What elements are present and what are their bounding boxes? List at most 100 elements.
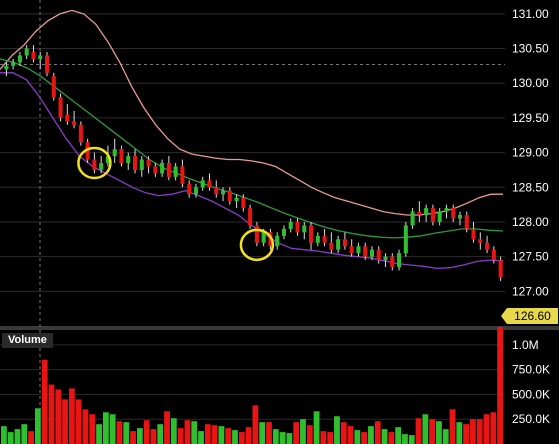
volume-bar	[395, 427, 402, 444]
candle-body	[132, 156, 138, 170]
annotation-circle	[239, 228, 275, 262]
volume-panel-title: Volume	[2, 333, 53, 348]
volume-bar	[334, 416, 340, 444]
volume-bar	[191, 421, 198, 444]
volume-bar	[177, 428, 184, 444]
candle-body	[369, 249, 375, 257]
volume-bar	[327, 432, 334, 444]
candle-body	[99, 163, 104, 170]
volume-bar	[232, 430, 238, 444]
price-tick-label: 128.00	[512, 215, 549, 229]
volume-bar	[286, 433, 293, 444]
candle-body	[227, 190, 232, 202]
price-tick-label: 129.50	[512, 111, 549, 125]
candle-body	[261, 232, 266, 243]
volume-tick-label: 1.0M	[512, 338, 539, 352]
volume-bar	[279, 432, 286, 444]
candle-body	[275, 235, 280, 247]
candle-body	[193, 187, 198, 195]
candle-body	[295, 221, 300, 233]
volume-bar	[320, 431, 327, 444]
price-tick-label: 130.50	[512, 42, 549, 56]
candle-body	[126, 156, 131, 163]
volume-bar	[82, 409, 89, 444]
volume-bar	[422, 414, 429, 444]
candle-body	[24, 48, 29, 56]
volume-bar	[497, 327, 503, 444]
candle-body	[322, 235, 327, 243]
candle-body	[309, 225, 314, 243]
volume-bar	[109, 414, 116, 444]
volume-bar	[463, 424, 470, 444]
candle-body	[241, 197, 246, 209]
volume-bar	[225, 428, 232, 444]
candle-body	[4, 65, 9, 70]
indicator-line	[0, 9, 503, 216]
volume-bar	[34, 408, 41, 444]
candle-body	[315, 235, 320, 243]
volume-bar	[429, 419, 436, 444]
volume-bar	[184, 420, 191, 444]
volume-bar	[483, 414, 490, 444]
volume-bar	[157, 424, 164, 444]
candle-body	[329, 242, 334, 250]
volume-bar	[89, 414, 96, 444]
candle-body	[248, 208, 253, 226]
candle-body	[451, 208, 456, 219]
volume-bar	[14, 429, 21, 444]
candle-body	[491, 249, 496, 261]
volume-tick-label: 750.0K	[512, 363, 550, 377]
volume-bar	[402, 434, 408, 444]
candle-body	[166, 163, 171, 177]
volume-bar	[490, 412, 497, 444]
candle-body	[207, 180, 212, 188]
candle-body	[153, 166, 158, 174]
volume-bar	[164, 411, 170, 444]
candle-body	[92, 159, 97, 170]
volume-bar	[259, 422, 266, 444]
candle-body	[180, 166, 185, 184]
candle-body	[349, 246, 354, 254]
candle-body	[376, 249, 381, 261]
candle-body	[214, 187, 219, 195]
candle-body	[160, 163, 165, 174]
candle-body	[58, 97, 63, 118]
candle-body	[119, 149, 124, 163]
candle-body	[146, 159, 151, 167]
volume-bar	[1, 426, 7, 444]
candle-body	[234, 197, 239, 202]
volume-bar	[340, 422, 347, 444]
candle-body	[112, 149, 117, 157]
volume-bar	[245, 427, 252, 444]
price-tick-label: 131.00	[512, 7, 549, 21]
candle-body	[464, 215, 469, 229]
volume-bar	[102, 412, 109, 444]
volume-bar	[306, 425, 313, 444]
candle-body	[288, 221, 293, 229]
volume-bar	[476, 419, 483, 444]
candle-body	[44, 55, 50, 73]
candle-body	[336, 239, 341, 250]
candle-body	[342, 239, 347, 247]
price-tick-label: 129.00	[512, 146, 549, 160]
candle-body	[417, 211, 422, 216]
volume-bar	[293, 422, 300, 444]
volume-bar	[55, 389, 62, 444]
volume-bar	[48, 384, 55, 444]
candle-body	[430, 208, 435, 222]
candle-body	[85, 142, 90, 160]
volume-bar	[96, 424, 102, 444]
volume-bar	[218, 426, 225, 444]
volume-bar	[123, 422, 130, 444]
annotation-circle	[77, 146, 112, 180]
volume-bar	[388, 432, 395, 444]
volume-bar	[449, 409, 456, 444]
volume-bar	[470, 419, 476, 444]
candle-body	[38, 55, 43, 59]
volume-bar	[41, 359, 48, 444]
volume-bar	[130, 431, 136, 444]
price-tick-label: 127.50	[512, 250, 549, 264]
candle-body	[403, 225, 408, 254]
volume-bar	[374, 421, 381, 444]
